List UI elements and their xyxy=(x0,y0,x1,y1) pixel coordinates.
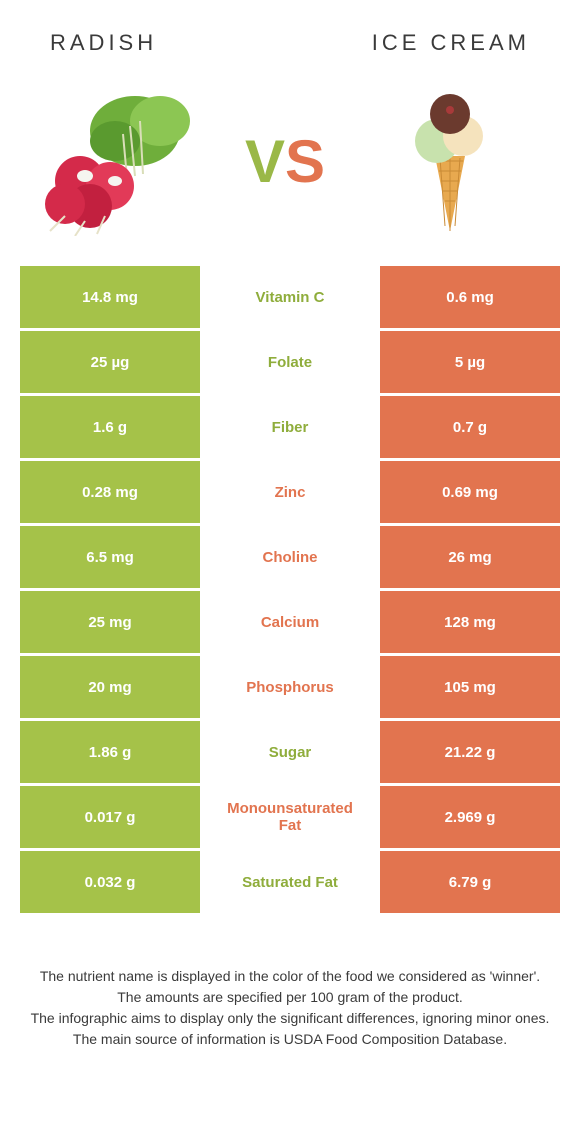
nutrient-left-value: 1.6 g xyxy=(20,396,200,458)
nutrient-left-value: 1.86 g xyxy=(20,721,200,783)
nutrient-right-value: 5 µg xyxy=(380,331,560,393)
table-row: 1.86 gSugar21.22 g xyxy=(20,721,560,783)
footer: The nutrient name is displayed in the co… xyxy=(0,916,580,1080)
nutrient-right-value: 6.79 g xyxy=(380,851,560,913)
nutrient-left-value: 0.032 g xyxy=(20,851,200,913)
nutrient-right-value: 128 mg xyxy=(380,591,560,653)
nutrient-label: Zinc xyxy=(200,461,380,523)
footer-line: The main source of information is USDA F… xyxy=(24,1029,556,1050)
table-row: 0.017 gMonounsaturated Fat2.969 g xyxy=(20,786,560,848)
hero: VS xyxy=(0,66,580,266)
nutrient-label: Monounsaturated Fat xyxy=(200,786,380,848)
table-row: 25 mgCalcium128 mg xyxy=(20,591,560,653)
right-food-title: ICE CREAM xyxy=(372,30,530,56)
header: RADISH ICE CREAM xyxy=(0,0,580,66)
nutrient-label: Folate xyxy=(200,331,380,393)
table-row: 25 µgFolate5 µg xyxy=(20,331,560,393)
nutrient-left-value: 14.8 mg xyxy=(20,266,200,328)
vs-v: V xyxy=(245,128,285,195)
nutrient-right-value: 0.69 mg xyxy=(380,461,560,523)
nutrient-label: Choline xyxy=(200,526,380,588)
nutrient-left-value: 20 mg xyxy=(20,656,200,718)
nutrient-left-value: 25 µg xyxy=(20,331,200,393)
nutrient-label: Calcium xyxy=(200,591,380,653)
nutrient-label: Vitamin C xyxy=(200,266,380,328)
nutrient-right-value: 26 mg xyxy=(380,526,560,588)
icecream-image xyxy=(360,86,540,236)
footer-line: The infographic aims to display only the… xyxy=(24,1008,556,1029)
table-row: 6.5 mgCholine26 mg xyxy=(20,526,560,588)
nutrient-label: Sugar xyxy=(200,721,380,783)
table-row: 0.032 gSaturated Fat6.79 g xyxy=(20,851,560,913)
vs-s: S xyxy=(285,128,325,195)
radish-image xyxy=(30,86,210,236)
radish-icon xyxy=(35,86,205,236)
nutrient-right-value: 0.6 mg xyxy=(380,266,560,328)
nutrient-label: Saturated Fat xyxy=(200,851,380,913)
icecream-icon xyxy=(365,86,535,236)
left-food-title: RADISH xyxy=(50,30,157,56)
nutrient-label: Phosphorus xyxy=(200,656,380,718)
nutrient-right-value: 0.7 g xyxy=(380,396,560,458)
nutrient-label: Fiber xyxy=(200,396,380,458)
nutrient-left-value: 0.017 g xyxy=(20,786,200,848)
nutrient-right-value: 21.22 g xyxy=(380,721,560,783)
vs-label: VS xyxy=(245,127,325,196)
table-row: 0.28 mgZinc0.69 mg xyxy=(20,461,560,523)
nutrient-right-value: 2.969 g xyxy=(380,786,560,848)
nutrient-left-value: 25 mg xyxy=(20,591,200,653)
table-row: 20 mgPhosphorus105 mg xyxy=(20,656,560,718)
nutrient-left-value: 0.28 mg xyxy=(20,461,200,523)
nutrition-table: 14.8 mgVitamin C0.6 mg25 µgFolate5 µg1.6… xyxy=(20,266,560,913)
table-row: 1.6 gFiber0.7 g xyxy=(20,396,560,458)
footer-line: The nutrient name is displayed in the co… xyxy=(24,966,556,987)
nutrient-left-value: 6.5 mg xyxy=(20,526,200,588)
nutrient-right-value: 105 mg xyxy=(380,656,560,718)
table-row: 14.8 mgVitamin C0.6 mg xyxy=(20,266,560,328)
footer-line: The amounts are specified per 100 gram o… xyxy=(24,987,556,1008)
